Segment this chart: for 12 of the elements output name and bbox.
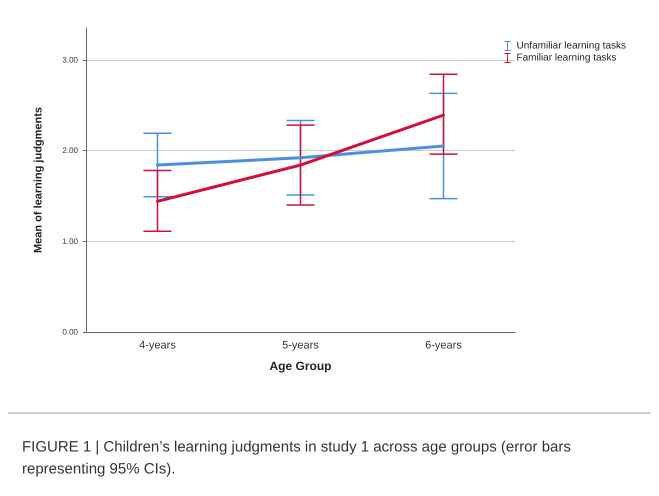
y-tick-label: 0.00: [62, 328, 79, 336]
x-tick-label: 5-years: [282, 340, 320, 352]
y-tick-label: 2.00: [62, 146, 79, 156]
x-tick-label: 4-years: [139, 340, 176, 352]
caption: FIGURE 1 | Children’s learning judgments in study 1 across age groups (error bars representing 95% CIs).: [22, 438, 576, 478]
y-tick-label: 3.00: [62, 55, 79, 64]
legend-label: Familiar learning tasks: [516, 52, 617, 64]
y-axis-title: Mean of learning judgments: [32, 106, 44, 254]
legend-label: Unfamiliar learning tasks: [516, 40, 626, 52]
x-axis-title: Age Group: [270, 359, 332, 373]
x-tick-label: 6-years: [425, 340, 462, 352]
y-tick-label: 1.00: [62, 236, 79, 246]
